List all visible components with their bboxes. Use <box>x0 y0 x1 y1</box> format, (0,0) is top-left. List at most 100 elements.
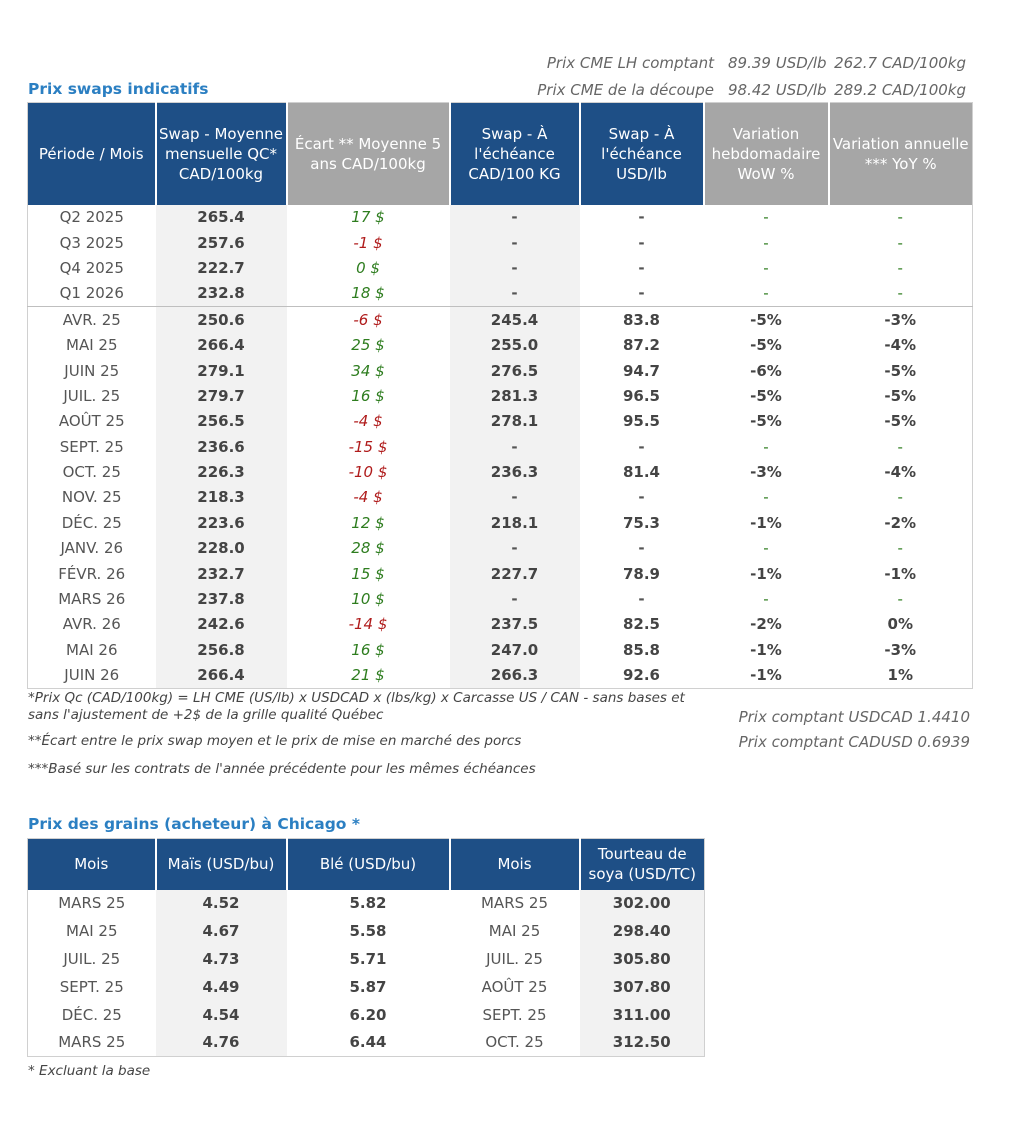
swaps-cell-echeance-cad: 266.3 <box>449 662 580 689</box>
grains-cell-ble: 6.20 <box>349 1005 387 1024</box>
swaps-cell-echeance-cad: 278.1 <box>449 408 580 435</box>
swaps-cell-periode: Q3 2025 <box>59 233 124 252</box>
swaps-table-row: AVR. 26 242.6 -14 $ 237.5 82.5 -2% 0% <box>28 611 973 638</box>
swaps-header-periode: Période / Mois <box>27 102 157 205</box>
swaps-cell-echeance-cad: 227.7 <box>449 560 580 587</box>
swaps-cell-echeance-usd: - <box>638 488 645 507</box>
swaps-cell-yoy: -3% <box>884 640 917 659</box>
swaps-table-row: Q3 2025 257.6 -1 $ - - - - <box>28 229 973 256</box>
swaps-cell-yoy: - <box>897 233 903 252</box>
swaps-cell-moyenne: 232.7 <box>155 560 287 587</box>
swaps-table-row: SEPT. 25 236.6 -15 $ - - - - <box>28 434 973 460</box>
cme-decoupe-cad: 289.2 CAD/100kg <box>834 81 966 99</box>
footnote-annee-precedente: ***Basé sur les contrats de l'année préc… <box>28 761 536 777</box>
swaps-table-row: Q2 2025 265.4 17 $ - - - - <box>28 204 973 230</box>
swaps-cell-wow: - <box>763 539 769 558</box>
swaps-table-row: MAI 25 266.4 25 $ 255.0 87.2 -5% -4% <box>28 332 973 358</box>
swaps-cell-moyenne: 256.5 <box>155 408 287 435</box>
grains-cell-mais: 4.73 <box>155 945 287 973</box>
swaps-cell-ecart: 0 $ <box>356 258 380 277</box>
grains-header-mois: Mois <box>27 838 157 890</box>
swaps-cell-echeance-usd: 81.4 <box>622 463 660 482</box>
swaps-cell-moyenne: 265.4 <box>155 204 287 230</box>
swaps-cell-ecart: -4 $ <box>353 412 383 431</box>
cme-lh-cad: 262.7 CAD/100kg <box>834 54 966 72</box>
swaps-cell-yoy: -5% <box>884 386 917 405</box>
swaps-cell-ecart: 16 $ <box>351 386 385 405</box>
grains-cell-mois: MARS 25 <box>58 1033 126 1052</box>
swaps-cell-periode: FÉVR. 26 <box>58 564 126 583</box>
swaps-header-echeance-cad: Swap - À l'échéance CAD/100 KG <box>449 102 581 205</box>
grains-cell-tourteau: 298.40 <box>579 917 705 946</box>
swaps-cell-echeance-usd: 85.8 <box>622 640 660 659</box>
grains-footnote: * Excluant la base <box>28 1063 151 1079</box>
swaps-header-moyenne: Swap - Moyenne mensuelle QC* CAD/100kg <box>155 102 288 205</box>
swaps-cell-ecart: -15 $ <box>348 437 388 456</box>
cme-prices: Prix CME LH comptant 89.39 USD/lb 262.7 … <box>446 50 966 104</box>
swaps-header-yoy: Variation annuelle *** YoY % <box>828 102 973 205</box>
swaps-cell-ecart: -14 $ <box>348 615 388 634</box>
grains-cell-mois-soya: JUIL. 25 <box>486 949 543 968</box>
grains-cell-ble: 6.44 <box>349 1033 387 1052</box>
grains-table-row: MARS 25 4.52 5.82 MARS 25 302.00 <box>28 889 705 918</box>
cme-decoupe-row: Prix CME de la découpe 98.42 USD/lb 289.… <box>446 77 966 104</box>
swaps-table-row: JUIN 26 266.4 21 $ 266.3 92.6 -1% 1% <box>28 662 973 689</box>
swaps-cell-echeance-usd: 82.5 <box>622 615 660 634</box>
swaps-cell-ecart: 21 $ <box>351 666 385 685</box>
cme-decoupe-label: Prix CME de la découpe <box>537 81 714 99</box>
swaps-cell-moyenne: 250.6 <box>155 306 287 333</box>
swaps-cell-echeance-usd: - <box>638 437 645 456</box>
swaps-cell-echeance-cad: 255.0 <box>449 332 580 358</box>
swaps-cell-yoy: -4% <box>884 336 917 355</box>
swaps-cell-echeance-usd: - <box>638 284 645 303</box>
grains-table-row: SEPT. 25 4.49 5.87 AOÛT 25 307.80 <box>28 972 705 1001</box>
grains-cell-mais: 4.52 <box>155 889 287 918</box>
grains-cell-ble: 5.82 <box>349 894 387 913</box>
grains-header-mais: Maïs (USD/bu) <box>155 838 288 890</box>
swaps-cell-echeance-usd: 75.3 <box>622 513 660 532</box>
swaps-cell-moyenne: 237.8 <box>155 586 287 612</box>
swaps-cell-yoy: -4% <box>884 463 917 482</box>
swaps-header-echeance-usd: Swap - À l'échéance USD/lb <box>579 102 705 205</box>
cme-lh-usd: 89.39 USD/lb <box>728 54 827 72</box>
swaps-cell-moyenne: 257.6 <box>155 229 287 256</box>
swaps-cell-ecart: -4 $ <box>353 488 383 507</box>
swaps-cell-ecart: 12 $ <box>351 513 385 532</box>
swaps-cell-ecart: 15 $ <box>351 564 385 583</box>
swaps-cell-moyenne: 222.7 <box>155 255 287 281</box>
swaps-cell-echeance-cad: - <box>449 586 580 612</box>
grains-cell-tourteau: 307.80 <box>579 972 705 1001</box>
swaps-cell-yoy: - <box>897 539 903 558</box>
swaps-cell-wow: -1% <box>750 666 782 685</box>
swaps-cell-echeance-cad: - <box>449 484 580 511</box>
swaps-cell-moyenne: 279.7 <box>155 383 287 409</box>
swaps-table-row: MARS 26 237.8 10 $ - - - - <box>28 586 973 612</box>
grains-cell-mois-soya: AOÛT 25 <box>481 977 548 996</box>
swaps-cell-wow: - <box>763 233 769 252</box>
swaps-cell-yoy: -3% <box>828 306 973 333</box>
swaps-cell-moyenne: 242.6 <box>155 611 287 638</box>
swaps-cell-wow: - <box>763 208 769 227</box>
swaps-table-row: MAI 26 256.8 16 $ 247.0 85.8 -1% -3% <box>28 637 973 663</box>
grains-cell-mois-soya: OCT. 25 <box>485 1033 544 1052</box>
swaps-table-row: DÉC. 25 223.6 12 $ 218.1 75.3 -1% -2% <box>28 510 973 536</box>
swaps-cell-yoy: 1% <box>887 666 913 685</box>
swaps-table-row: OCT. 25 226.3 -10 $ 236.3 81.4 -3% -4% <box>28 459 973 485</box>
swaps-cell-echeance-cad: - <box>449 255 580 281</box>
swaps-title: Prix swaps indicatifs <box>28 80 209 98</box>
swaps-table-row: AOÛT 25 256.5 -4 $ 278.1 95.5 -5% -5% <box>28 408 973 435</box>
swaps-cell-ecart: 17 $ <box>351 208 385 227</box>
grains-cell-mois-soya: MARS 25 <box>480 894 548 913</box>
swaps-cell-echeance-cad: - <box>449 229 580 256</box>
swaps-cell-echeance-usd: 96.5 <box>622 386 660 405</box>
swaps-cell-periode: Q1 2026 <box>59 284 124 303</box>
grains-cell-mais: 4.67 <box>155 917 287 946</box>
swaps-cell-wow: -1% <box>750 640 782 659</box>
grains-header-ble: Blé (USD/bu) <box>286 838 451 890</box>
grains-header-tourteau: Tourteau de soya (USD/TC) <box>579 838 705 890</box>
swaps-cell-periode: SEPT. 25 <box>59 437 124 456</box>
swaps-cell-periode: NOV. 25 <box>61 488 122 507</box>
swaps-cell-moyenne: 226.3 <box>155 459 287 485</box>
grains-title: Prix des grains (acheteur) à Chicago * <box>28 815 360 833</box>
swaps-table-row: Q1 2026 232.8 18 $ - - - - <box>28 280 973 307</box>
